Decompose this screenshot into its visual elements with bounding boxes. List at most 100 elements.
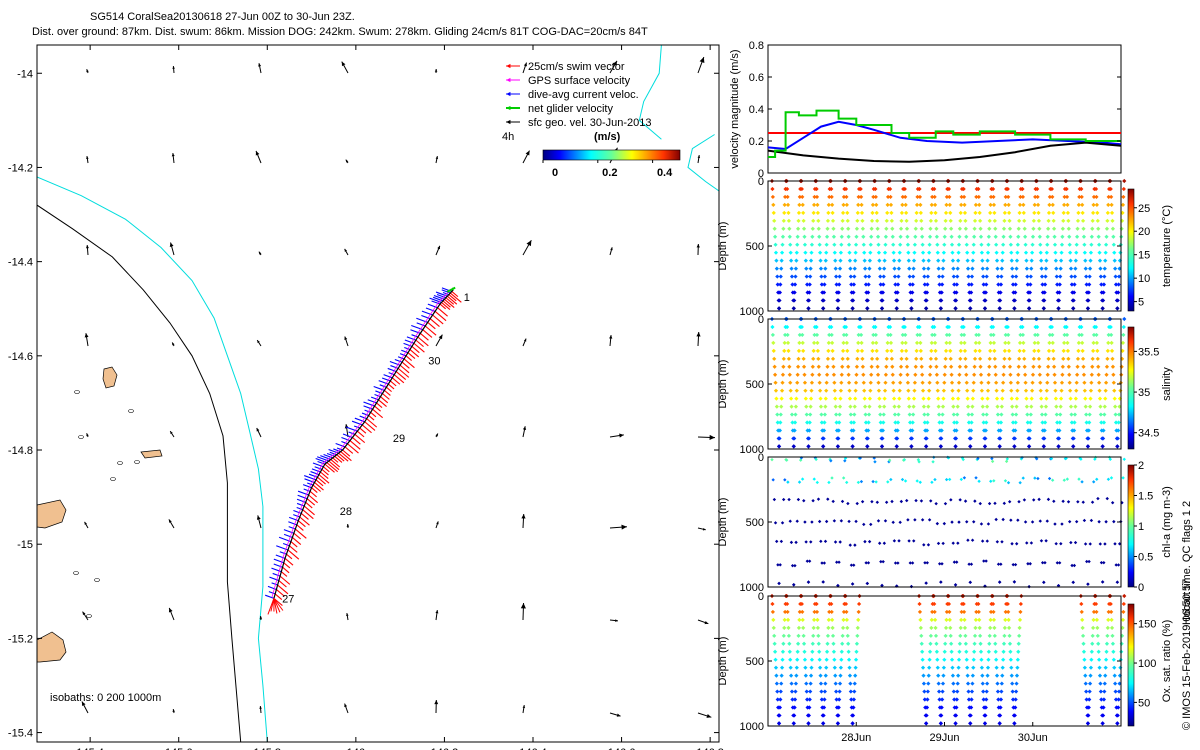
data-point (952, 420, 957, 425)
data-point (846, 649, 851, 654)
data-point (882, 266, 887, 271)
swim-vector (342, 449, 351, 457)
data-point (1095, 218, 1100, 223)
data-point (1116, 290, 1121, 295)
data-point (850, 713, 856, 718)
data-point (977, 479, 981, 483)
data-point (803, 396, 808, 401)
data-point (1120, 340, 1126, 345)
data-point (812, 609, 817, 615)
data-point (933, 477, 937, 482)
geo-vector-head (341, 61, 346, 67)
data-point (846, 501, 850, 506)
data-point (980, 404, 985, 409)
data-point (920, 388, 926, 393)
data-point (830, 625, 835, 630)
data-point (1110, 218, 1115, 223)
data-point (897, 250, 902, 255)
data-point (826, 348, 831, 353)
data-point (953, 298, 959, 303)
data-point (1043, 274, 1048, 279)
data-point (809, 250, 814, 255)
data-point (856, 194, 861, 200)
data-point (947, 332, 952, 338)
data-point (877, 404, 882, 409)
data-point (1059, 541, 1063, 546)
swim-vector (277, 584, 289, 595)
data-point (1014, 404, 1019, 409)
data-point (1030, 372, 1036, 377)
data-point (883, 380, 888, 385)
data-point (1051, 348, 1056, 353)
data-point (1064, 324, 1069, 330)
data-point (789, 673, 794, 678)
data-point (841, 332, 847, 338)
data-point (964, 657, 969, 662)
data-point (969, 412, 975, 417)
data-point (888, 340, 894, 345)
data-point (831, 364, 836, 369)
data-point (792, 420, 798, 425)
data-point (770, 609, 775, 615)
data-point (810, 520, 814, 524)
data-point (850, 298, 856, 303)
data-point (839, 372, 844, 377)
data-point (987, 501, 992, 506)
data-point (1097, 250, 1102, 255)
swim-vector (441, 302, 451, 311)
data-point (949, 380, 955, 385)
data-point (809, 242, 815, 247)
data-point (888, 186, 893, 192)
data-point (903, 340, 908, 345)
data-point (882, 258, 887, 263)
data-point (956, 665, 961, 670)
data-point (922, 274, 927, 279)
data-point (927, 380, 932, 385)
data-point (832, 657, 837, 662)
land-reef (140, 449, 163, 459)
data-point (950, 388, 955, 393)
dac-vector (308, 473, 318, 478)
data-point (936, 541, 941, 546)
data-point (852, 266, 857, 271)
data-point (1116, 563, 1121, 567)
data-point (1056, 436, 1062, 441)
data-point (1069, 420, 1075, 425)
data-point (793, 563, 797, 568)
data-point (1013, 282, 1018, 287)
data-point (1023, 520, 1028, 524)
data-point (1032, 348, 1037, 353)
data-point (841, 202, 846, 207)
data-point (1035, 340, 1041, 345)
data-point (1094, 202, 1100, 207)
data-point (1080, 210, 1085, 215)
data-point (943, 210, 949, 215)
data-point (920, 372, 925, 377)
data-point (895, 420, 901, 425)
data-point (1097, 665, 1102, 670)
data-point (889, 356, 894, 361)
data-point (994, 396, 1000, 401)
data-point (941, 388, 946, 393)
swim-vector (449, 292, 462, 303)
data-point (893, 282, 898, 287)
data-point (902, 458, 907, 462)
swim-vector (284, 557, 294, 566)
data-point (794, 396, 799, 401)
data-point (881, 559, 885, 564)
data-point (830, 202, 835, 207)
data-point (943, 364, 948, 369)
data-point (940, 689, 945, 694)
data-point (875, 500, 880, 504)
data-point (949, 372, 954, 377)
data-point (789, 404, 794, 409)
data-point (792, 428, 797, 433)
data-point (1104, 520, 1108, 524)
data-point (855, 633, 860, 638)
data-point (848, 274, 853, 279)
data-point (823, 681, 828, 686)
data-point (1069, 274, 1074, 279)
dac-vector (421, 314, 431, 320)
data-point (840, 356, 845, 361)
data-point (1112, 250, 1117, 255)
